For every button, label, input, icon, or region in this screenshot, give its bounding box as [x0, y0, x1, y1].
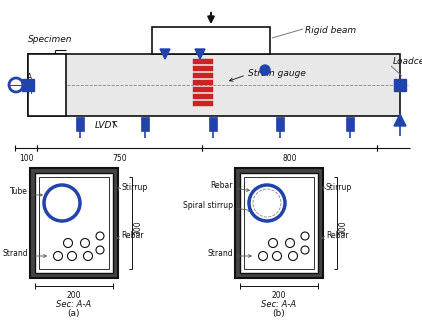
Circle shape: [44, 185, 80, 221]
Bar: [276, 117, 284, 131]
Text: Strand: Strand: [207, 248, 233, 257]
Bar: [193, 94, 213, 99]
Circle shape: [301, 232, 309, 240]
Circle shape: [259, 251, 268, 260]
Text: Stirrup: Stirrup: [121, 183, 147, 192]
Bar: [76, 117, 84, 131]
Text: Strain gauge: Strain gauge: [248, 69, 306, 78]
Text: Rigid beam: Rigid beam: [305, 26, 356, 35]
Bar: [22, 79, 34, 91]
Text: A: A: [27, 73, 32, 82]
Bar: [193, 87, 213, 92]
Circle shape: [68, 251, 76, 260]
Text: 800: 800: [282, 154, 297, 163]
Text: (b): (b): [273, 309, 285, 318]
Circle shape: [260, 65, 270, 75]
Bar: [35, 173, 113, 273]
Text: Specimen: Specimen: [28, 35, 73, 44]
Circle shape: [84, 251, 92, 260]
Bar: [193, 59, 213, 64]
Circle shape: [9, 78, 23, 92]
Bar: [30, 168, 118, 278]
Text: Rebar: Rebar: [121, 232, 143, 241]
Circle shape: [268, 239, 278, 248]
Bar: [193, 101, 213, 106]
Text: 750: 750: [112, 154, 127, 163]
Bar: [346, 117, 354, 131]
Circle shape: [63, 239, 73, 248]
Text: Tube: Tube: [10, 187, 28, 196]
Polygon shape: [160, 49, 170, 59]
Circle shape: [96, 246, 104, 254]
Text: Spiral stirrup: Spiral stirrup: [183, 202, 233, 211]
Bar: [193, 73, 213, 78]
Text: Rebar: Rebar: [326, 232, 349, 241]
Text: 300: 300: [133, 221, 142, 235]
Bar: [193, 66, 213, 71]
Text: Sec: A-A: Sec: A-A: [262, 300, 297, 309]
Bar: [141, 117, 149, 131]
Bar: [193, 80, 213, 85]
Bar: [39, 177, 109, 269]
Text: Sec: A-A: Sec: A-A: [57, 300, 92, 309]
Text: Strand: Strand: [3, 248, 28, 257]
Circle shape: [286, 239, 295, 248]
Text: Loadcell: Loadcell: [393, 57, 422, 67]
Bar: [28, 54, 400, 116]
Text: 100: 100: [19, 154, 33, 163]
Circle shape: [273, 251, 281, 260]
Bar: [28, 54, 66, 116]
Circle shape: [249, 185, 285, 221]
Text: (a): (a): [68, 309, 80, 318]
Bar: [394, 79, 406, 91]
Text: A: A: [27, 87, 32, 96]
Bar: [244, 177, 314, 269]
Bar: [235, 168, 323, 278]
Text: 200: 200: [272, 291, 286, 300]
Circle shape: [289, 251, 298, 260]
Text: 200: 200: [67, 291, 81, 300]
Polygon shape: [394, 114, 406, 126]
Bar: [209, 117, 217, 131]
Text: Rebar: Rebar: [211, 182, 233, 190]
Text: Stirrup: Stirrup: [326, 183, 352, 192]
Circle shape: [54, 251, 62, 260]
Bar: [240, 173, 318, 273]
Circle shape: [96, 232, 104, 240]
Text: 300: 300: [338, 221, 347, 235]
Circle shape: [81, 239, 89, 248]
Polygon shape: [195, 49, 205, 59]
Bar: [152, 27, 270, 54]
Circle shape: [301, 246, 309, 254]
Text: LVDT: LVDT: [95, 121, 118, 130]
